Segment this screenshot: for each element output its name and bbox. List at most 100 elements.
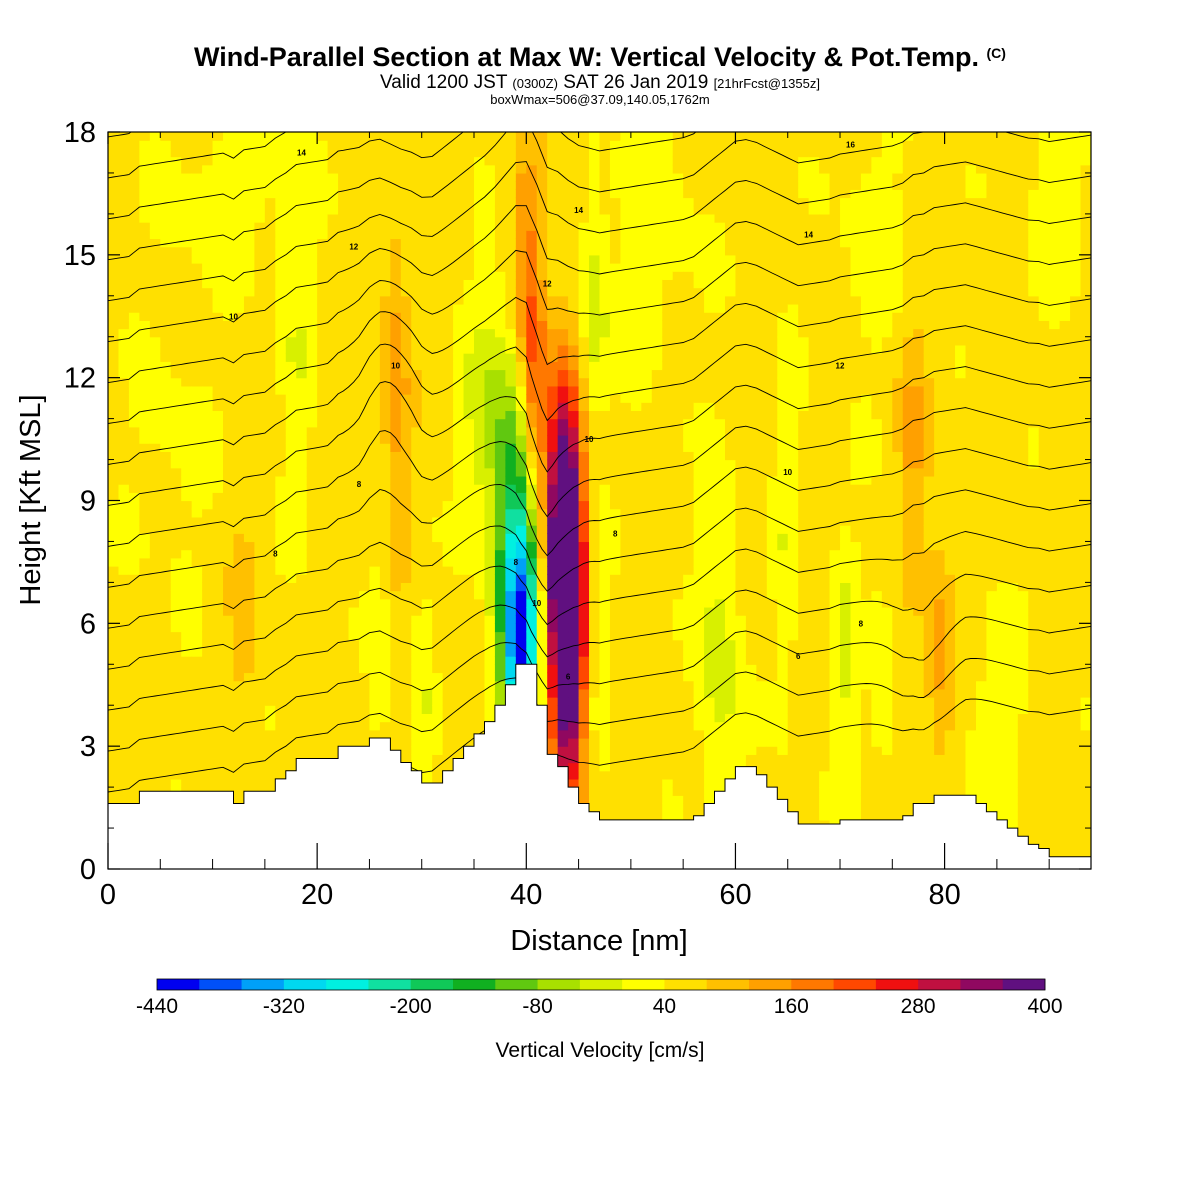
w-cell xyxy=(662,606,674,616)
w-cell xyxy=(275,705,287,715)
w-cell xyxy=(536,664,548,674)
w-cell xyxy=(379,549,391,559)
w-cell xyxy=(285,369,297,379)
w-cell xyxy=(620,164,632,174)
w-cell xyxy=(223,729,235,739)
w-cell xyxy=(181,238,193,248)
w-cell xyxy=(662,467,674,477)
w-cell xyxy=(411,475,423,485)
w-cell xyxy=(212,549,224,559)
valid-time-line: Valid 1200 JST (0300Z) SAT 26 Jan 2019 [… xyxy=(0,72,1200,94)
w-cell xyxy=(662,746,674,755)
w-cell xyxy=(515,246,527,256)
w-cell xyxy=(139,615,151,624)
w-cell xyxy=(369,664,381,674)
w-cell xyxy=(662,230,674,240)
w-cell xyxy=(264,639,276,649)
w-cell xyxy=(411,746,423,755)
w-cell xyxy=(233,672,245,682)
w-cell xyxy=(557,467,569,477)
w-cell xyxy=(264,287,276,297)
w-cell xyxy=(264,353,276,362)
w-cell xyxy=(296,508,308,518)
w-cell xyxy=(118,705,130,715)
w-cell xyxy=(369,557,381,567)
w-cell xyxy=(118,778,130,788)
w-cell xyxy=(641,566,653,575)
w-cell xyxy=(369,254,381,264)
w-cell xyxy=(568,508,580,518)
w-cell xyxy=(108,394,120,403)
w-cell xyxy=(128,492,140,502)
w-cell xyxy=(317,238,329,248)
w-cell xyxy=(223,303,235,313)
w-cell xyxy=(662,533,674,543)
w-cell xyxy=(254,459,266,469)
w-cell xyxy=(672,132,684,141)
w-cell xyxy=(411,697,423,706)
w-cell xyxy=(442,254,454,264)
w-cell xyxy=(672,623,684,633)
w-cell xyxy=(254,590,266,600)
w-cell xyxy=(609,222,622,231)
w-cell xyxy=(662,418,674,428)
w-cell xyxy=(338,263,350,272)
w-cell xyxy=(557,369,569,379)
w-cell xyxy=(128,230,140,240)
w-cell xyxy=(223,443,235,452)
w-cell xyxy=(223,549,235,559)
w-cell xyxy=(589,467,601,477)
w-cell xyxy=(170,713,182,723)
w-cell xyxy=(285,549,297,559)
w-cell xyxy=(285,754,297,764)
w-cell xyxy=(223,598,235,608)
w-cell xyxy=(118,361,130,371)
w-cell xyxy=(275,140,287,149)
w-cell xyxy=(453,467,465,477)
w-cell xyxy=(620,492,632,502)
w-cell xyxy=(515,459,527,469)
w-cell xyxy=(411,672,423,682)
w-cell xyxy=(421,656,433,665)
w-cell xyxy=(474,516,486,526)
w-cell xyxy=(630,697,642,706)
w-cell xyxy=(432,213,444,223)
w-cell xyxy=(442,647,454,657)
w-cell xyxy=(306,320,318,330)
w-cell xyxy=(568,369,580,379)
w-cell xyxy=(651,132,663,141)
w-cell xyxy=(181,533,193,543)
w-cell xyxy=(589,557,601,567)
w-cell xyxy=(317,320,329,330)
w-cell xyxy=(233,615,245,624)
w-cell xyxy=(536,385,548,395)
w-cell xyxy=(453,148,465,158)
w-cell xyxy=(421,467,433,477)
w-cell xyxy=(149,410,161,420)
w-cell xyxy=(515,639,527,649)
w-cell xyxy=(202,557,214,567)
w-cell xyxy=(243,746,256,755)
w-cell xyxy=(442,394,454,403)
w-cell xyxy=(327,164,339,174)
w-cell xyxy=(432,279,444,289)
w-cell xyxy=(233,680,245,690)
w-cell xyxy=(609,361,622,371)
w-cell xyxy=(662,410,674,420)
w-cell xyxy=(390,582,402,592)
w-cell xyxy=(233,320,245,330)
w-cell xyxy=(672,492,684,502)
w-cell xyxy=(400,516,412,526)
w-cell xyxy=(149,426,161,436)
w-cell xyxy=(160,721,172,731)
w-cell xyxy=(254,672,266,682)
w-cell xyxy=(191,369,203,379)
w-cell xyxy=(609,713,622,723)
w-cell xyxy=(170,451,182,461)
w-cell xyxy=(662,713,674,723)
w-cell xyxy=(442,615,454,624)
w-cell xyxy=(484,238,496,248)
w-cell xyxy=(191,164,203,174)
w-cell xyxy=(317,639,329,649)
w-cell xyxy=(599,508,611,518)
